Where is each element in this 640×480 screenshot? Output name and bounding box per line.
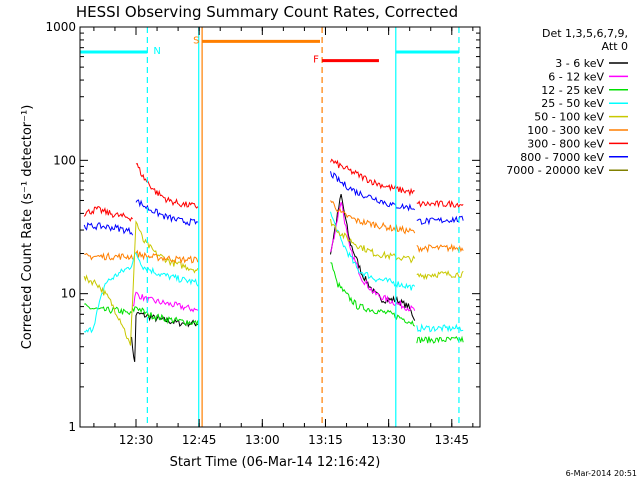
series-trace [135,162,199,209]
series-7 [83,171,464,236]
series-trace [416,335,464,344]
axes: 1 10 100 1000 12:30 12:45 13:00 13:15 13:30 13:45 [45,20,481,447]
y-tick-label: 10 [61,287,76,301]
flag-bar-label: S [193,35,199,46]
x-tick-label: 13:00 [245,433,280,447]
series-trace [135,249,199,265]
series-trace [330,218,416,264]
series-2 [84,262,464,344]
legend-label: 6 - 12 keV [548,70,604,83]
plot-frame [79,26,481,428]
series-trace [416,200,464,209]
legend-label: 800 - 7000 keV [520,151,604,164]
x-tick-label: 12:45 [182,433,217,447]
series-trace [330,158,415,197]
series-trace [416,269,464,281]
series-5 [84,200,464,265]
series-trace [416,323,464,333]
legend-label: 50 - 100 keV [534,111,604,124]
x-tick-label: 13:15 [308,433,343,447]
x-axis-label: Start Time (06-Mar-14 12:16:42) [170,455,381,470]
x-tick-label: 13:45 [434,433,469,447]
series-trace [416,243,464,254]
series-trace [330,200,416,235]
legend-label: 300 - 800 keV [527,137,604,150]
series-trace [83,206,133,222]
y-tick-label: 100 [53,153,76,167]
x-tick-label: 12:30 [119,433,154,447]
series-trace [132,291,199,313]
flag-bar-label: F [313,55,319,66]
legend-label: 12 - 25 keV [541,84,604,97]
series-trace [330,202,416,312]
series-layer [83,158,464,362]
legend-label: 3 - 6 keV [555,57,604,70]
chart-title: HESSI Observing Summary Count Rates, Cor… [76,3,458,21]
series-trace [84,251,134,261]
flag-bar-layer: N S F [80,35,459,66]
series-trace [330,211,416,291]
series-trace [83,222,134,236]
series-trace [84,303,199,327]
series-1 [132,202,416,313]
series-trace [416,215,464,226]
marker-layer [146,27,460,427]
series-trace [135,199,199,226]
legend-label: 100 - 300 keV [527,124,604,137]
legend-label: 25 - 50 keV [541,97,604,110]
series-trace [330,171,415,212]
x-tick-label: 13:30 [371,433,406,447]
flag-bar-label: N [153,46,160,57]
series-trace [330,262,415,327]
y-tick-label: 1 [68,420,76,434]
corner-timestamp: 6-Mar-2014 20:51 [566,469,637,478]
y-axis-label: Corrected Count Rate (s⁻¹ detector⁻¹) [20,105,35,350]
legend-header-attenuator: Att 0 [602,40,628,53]
y-tick-label: 1000 [45,20,76,34]
series-4 [83,218,464,346]
legend-header-detectors: Det 1,3,5,6,7,9, [542,27,628,40]
series-trace [83,220,199,346]
series-6 [83,158,464,222]
legend-label: 7000 - 20000 keV [506,164,604,177]
